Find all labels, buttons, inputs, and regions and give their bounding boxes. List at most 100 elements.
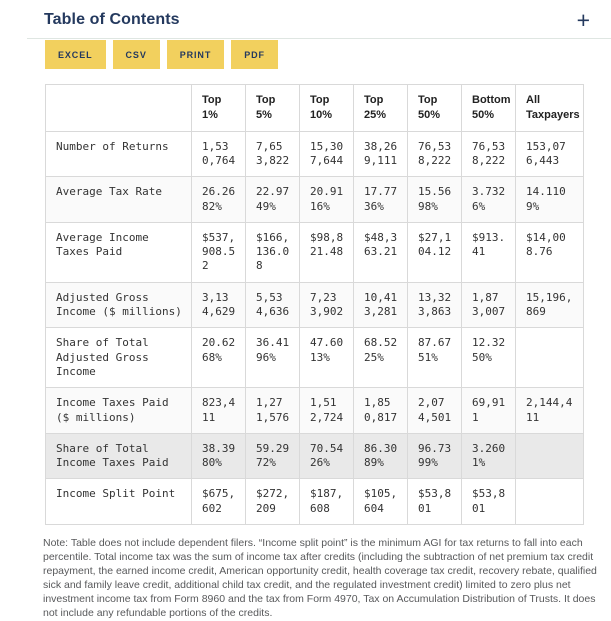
column-header-all-taxpayers: All Taxpayers [515, 84, 584, 132]
cell: 96.7399% [407, 432, 462, 480]
cell: 14.1109% [515, 176, 584, 223]
cell: 22.9749% [245, 176, 300, 223]
cell [515, 432, 584, 480]
column-header-line: 50% [418, 108, 441, 121]
row-label: Income Taxes Paid ($ millions) [45, 387, 192, 434]
cell: 823,411 [191, 387, 246, 434]
cell: 10,413,281 [353, 281, 408, 329]
cell: 15,196,869 [515, 281, 584, 329]
column-header-line: Top [202, 94, 222, 106]
column-header-top-1: Top 1% [191, 84, 246, 132]
table-row-income-split-point: Income Split Point $675,602 $272,209 $18… [45, 478, 584, 526]
header-divider [27, 38, 611, 39]
table-row-share-of-total-income-taxes-paid: Share of Total Income Taxes Paid 38.3980… [45, 432, 584, 480]
tax-percentile-table: Top 1% Top 5% Top 10% Top 25% Top 50% [45, 84, 584, 526]
cell: 26.2682% [191, 176, 246, 223]
column-header-line: Top [418, 94, 438, 106]
cell: $27,104.12 [407, 221, 462, 283]
cell: 69,911 [461, 387, 516, 434]
row-label: Number of Returns [45, 130, 192, 178]
cell: 36.4196% [245, 327, 300, 389]
cell: 17.7736% [353, 176, 408, 223]
page-title: Table of Contents [44, 11, 180, 28]
row-label: Average Tax Rate [45, 176, 192, 223]
cell: $272,209 [245, 478, 300, 526]
column-header-line: 1% [202, 108, 218, 121]
export-toolbar: EXCEL CSV PRINT PDF [42, 40, 595, 69]
cell: 1,530,764 [191, 130, 246, 178]
cell: 1,271,576 [245, 387, 300, 434]
cell: 1,512,724 [299, 387, 354, 434]
expand-plus-icon[interactable]: + [576, 7, 590, 33]
cell: 87.6751% [407, 327, 462, 389]
column-header-line: 50% [472, 108, 495, 121]
cell: 38.3980% [191, 432, 246, 480]
column-header-line: Taxpayers [526, 108, 580, 121]
table-row-average-tax-rate: Average Tax Rate 26.2682% 22.9749% 20.91… [45, 176, 584, 223]
cell: 153,076,443 [515, 130, 584, 178]
cell: 2,074,501 [407, 387, 462, 434]
cell: 13,323,863 [407, 281, 462, 329]
table-row-number-of-returns: Number of Returns 1,530,764 7,653,822 15… [45, 130, 584, 178]
cell: $98,821.48 [299, 221, 354, 283]
table-row-adjusted-gross-income: Adjusted Gross Income ($ millions) 3,134… [45, 281, 584, 329]
column-header-line: 25% [364, 108, 387, 121]
cell: $53,801 [461, 478, 516, 526]
cell: 1,850,817 [353, 387, 408, 434]
row-label: Income Split Point [45, 478, 192, 526]
cell: 3,134,629 [191, 281, 246, 329]
row-label: Share of Total Income Taxes Paid [45, 432, 192, 480]
cell: 20.9116% [299, 176, 354, 223]
column-header-top-25: Top 25% [353, 84, 408, 132]
column-header-top-10: Top 10% [299, 84, 354, 132]
cell: 70.5426% [299, 432, 354, 480]
cell: 76,538,222 [407, 130, 462, 178]
cell [515, 327, 584, 389]
column-header-line: All [526, 94, 541, 106]
cell: $53,801 [407, 478, 462, 526]
column-header-bottom-50: Bottom 50% [461, 84, 516, 132]
cell: 47.6013% [299, 327, 354, 389]
column-header-line: 10% [310, 108, 333, 121]
cell: 86.3089% [353, 432, 408, 480]
column-header-line: 5% [256, 108, 272, 121]
corner-cell [45, 84, 192, 132]
row-label: Average Income Taxes Paid [45, 221, 192, 283]
cell: 59.2972% [245, 432, 300, 480]
column-header-line: Bottom [472, 94, 511, 106]
cell: 3.7326% [461, 176, 516, 223]
pdf-export-button[interactable]: PDF [231, 40, 278, 69]
table-row-income-taxes-paid: Income Taxes Paid ($ millions) 823,411 1… [45, 387, 584, 434]
cell: 5,534,636 [245, 281, 300, 329]
panel-header: Table of Contents + [42, 7, 595, 33]
excel-export-button[interactable]: EXCEL [45, 40, 106, 69]
csv-export-button[interactable]: CSV [112, 40, 160, 69]
column-header-top-5: Top 5% [245, 84, 300, 132]
cell: 15,307,644 [299, 130, 354, 178]
table-row-average-income-taxes-paid: Average Income Taxes Paid $537,908.52 $1… [45, 221, 584, 283]
column-header-line: Top [310, 94, 330, 106]
cell: 1,873,007 [461, 281, 516, 329]
cell: 15.5698% [407, 176, 462, 223]
table-footnote: Note: Table does not include dependent f… [43, 537, 597, 619]
cell: 76,538,222 [461, 130, 516, 178]
cell: 7,233,902 [299, 281, 354, 329]
column-header-line: Top [256, 94, 276, 106]
cell: 3.2601% [461, 432, 516, 480]
cell: 38,269,111 [353, 130, 408, 178]
cell: $14,008.76 [515, 221, 584, 283]
cell: 12.3250% [461, 327, 516, 389]
cell: $166,136.08 [245, 221, 300, 283]
cell: 7,653,822 [245, 130, 300, 178]
column-header-top-50: Top 50% [407, 84, 462, 132]
table-row-share-of-total-agi: Share of Total Adjusted Gross Income 20.… [45, 327, 584, 389]
cell: 2,144,411 [515, 387, 584, 434]
column-header-line: Top [364, 94, 384, 106]
cell: $913.41 [461, 221, 516, 283]
print-button[interactable]: PRINT [166, 40, 225, 69]
cell: 20.6268% [191, 327, 246, 389]
row-label: Share of Total Adjusted Gross Income [45, 327, 192, 389]
table-header-row: Top 1% Top 5% Top 10% Top 25% Top 50% [45, 84, 584, 132]
cell: $675,602 [191, 478, 246, 526]
